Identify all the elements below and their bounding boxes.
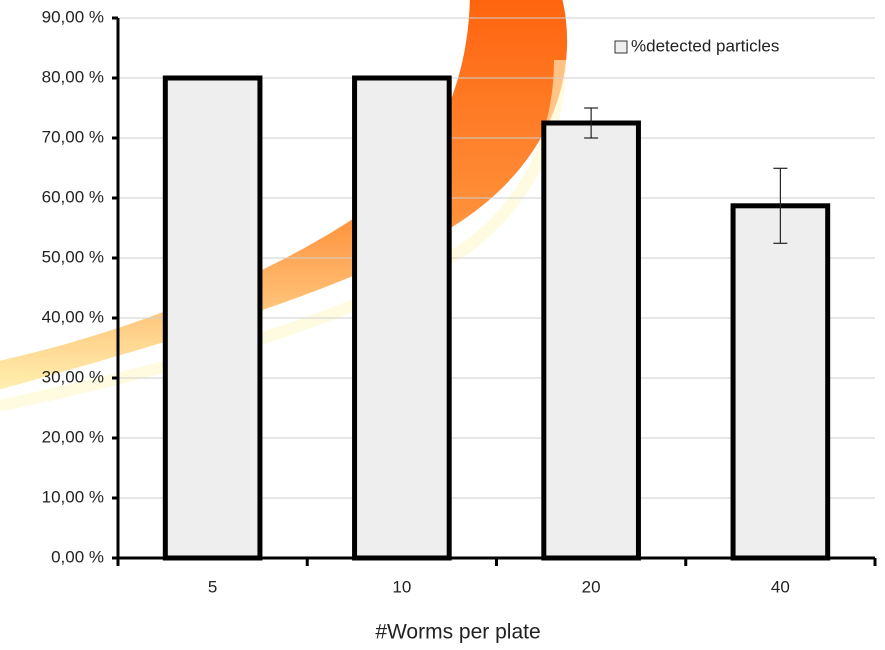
x-axis-title: #Worms per plate bbox=[375, 621, 540, 644]
legend-swatch bbox=[614, 40, 628, 54]
y-tick-label: 80,00 % bbox=[42, 67, 104, 86]
x-tick-label: 20 bbox=[582, 577, 601, 596]
bar bbox=[541, 120, 641, 561]
y-tick-label: 0,00 % bbox=[51, 547, 104, 566]
bar bbox=[730, 203, 831, 561]
bar bbox=[352, 75, 452, 561]
y-tick-label: 60,00 % bbox=[42, 187, 104, 206]
y-tick-label: 40,00 % bbox=[42, 307, 104, 326]
x-tick-label: 5 bbox=[208, 577, 217, 596]
legend-label: %detected particles bbox=[631, 36, 779, 55]
x-tick-label: 10 bbox=[392, 577, 411, 596]
y-tick-label: 70,00 % bbox=[42, 127, 104, 146]
y-tick-label: 20,00 % bbox=[42, 427, 104, 446]
x-tick-label: 40 bbox=[771, 577, 790, 596]
plot-area: 0,00 % 10,00 % 20,00 % 30,00 % 40,00 % 50,00 … bbox=[42, 7, 877, 596]
y-tick-label: 30,00 % bbox=[42, 367, 104, 386]
y-tick-label: 90,00 % bbox=[42, 7, 104, 26]
y-tick-label: 10,00 % bbox=[42, 487, 104, 506]
y-tick-label: 50,00 % bbox=[42, 247, 104, 266]
bar bbox=[162, 75, 263, 561]
legend: %detected particles bbox=[614, 36, 779, 55]
